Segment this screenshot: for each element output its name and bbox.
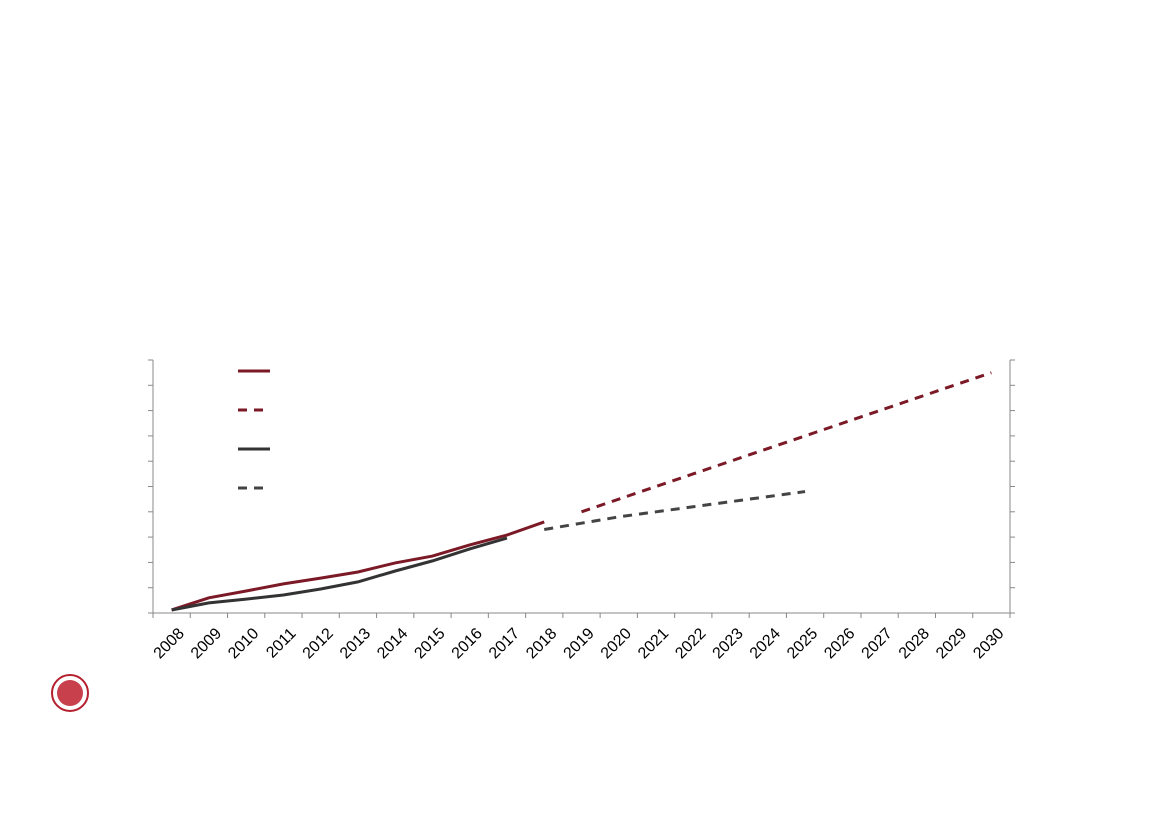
x-tick-label: 2014 xyxy=(374,625,411,662)
x-tick-label: 2027 xyxy=(859,625,896,662)
x-tick-label: 2016 xyxy=(449,625,486,662)
x-tick-label: 2017 xyxy=(486,625,523,662)
x-tick-label: 2011 xyxy=(263,625,299,661)
x-tick-label: 2026 xyxy=(821,625,858,662)
x-tick-label: 2029 xyxy=(933,625,970,662)
x-tick-label: 2010 xyxy=(225,625,262,662)
series-line xyxy=(171,520,545,612)
x-tick-label: 2019 xyxy=(560,625,597,662)
logo-emblem xyxy=(57,680,83,706)
x-tick-label: 2013 xyxy=(337,625,374,662)
x-tick-label: 2020 xyxy=(598,625,635,662)
x-tick-label: 2022 xyxy=(672,625,709,662)
x-tick-label: 2018 xyxy=(523,625,560,662)
x-tick-label: 2008 xyxy=(151,625,188,662)
series-line xyxy=(171,536,508,612)
logo xyxy=(51,674,89,712)
x-tick-label: 2024 xyxy=(747,625,784,662)
x-tick-label: 2021 xyxy=(635,625,672,662)
x-tick-label: 2025 xyxy=(784,625,821,662)
x-tick-label: 2009 xyxy=(188,625,225,662)
x-tick-label: 2023 xyxy=(710,625,747,662)
x-tick-label: 2028 xyxy=(896,625,933,662)
series-line xyxy=(543,490,806,531)
x-tick-label: 2030 xyxy=(970,625,1007,662)
x-tick-label: 2015 xyxy=(411,625,448,662)
x-tick-label: 2012 xyxy=(300,625,337,662)
series-line xyxy=(581,371,992,514)
